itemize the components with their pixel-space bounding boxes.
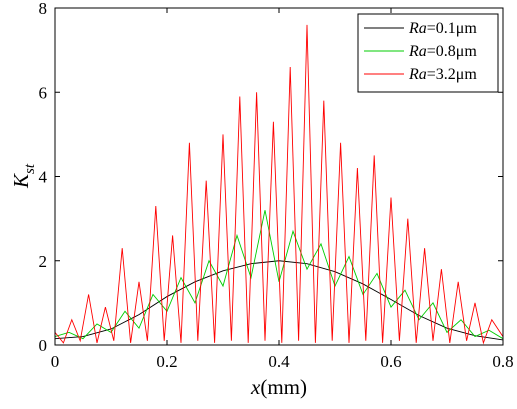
ticks-layer: 0 0.2 0.4 0.6 0.8 0 2 4 6 8 [39,0,514,371]
y-tick-label: 4 [39,168,48,187]
legend-label-2: Ra=3.2μm [408,66,477,83]
x-tick-label: 0.2 [156,352,177,371]
x-tick-label: 0.4 [268,352,290,371]
legend-box [357,13,499,93]
series-layer [54,24,504,345]
legend: Ra=0.1μm Ra=0.8μm Ra=3.2μm [357,13,499,93]
x-tick-label: 0.8 [492,352,513,371]
y-tick-label: 2 [39,252,48,271]
x-tick-label: 0 [51,352,60,371]
legend-label-1: Ra=0.8μm [408,43,477,60]
series-line-2 [54,24,504,345]
legend-label-0: Ra=0.1μm [408,20,477,37]
y-axis-label: Kst [9,163,38,189]
y-tick-label: 0 [39,336,48,355]
x-tick-label: 0.6 [380,352,401,371]
x-axis-label: x(mm) [250,375,307,399]
y-tick-label: 6 [39,83,48,102]
series-line-1 [54,210,504,340]
y-tick-label: 8 [39,0,48,18]
